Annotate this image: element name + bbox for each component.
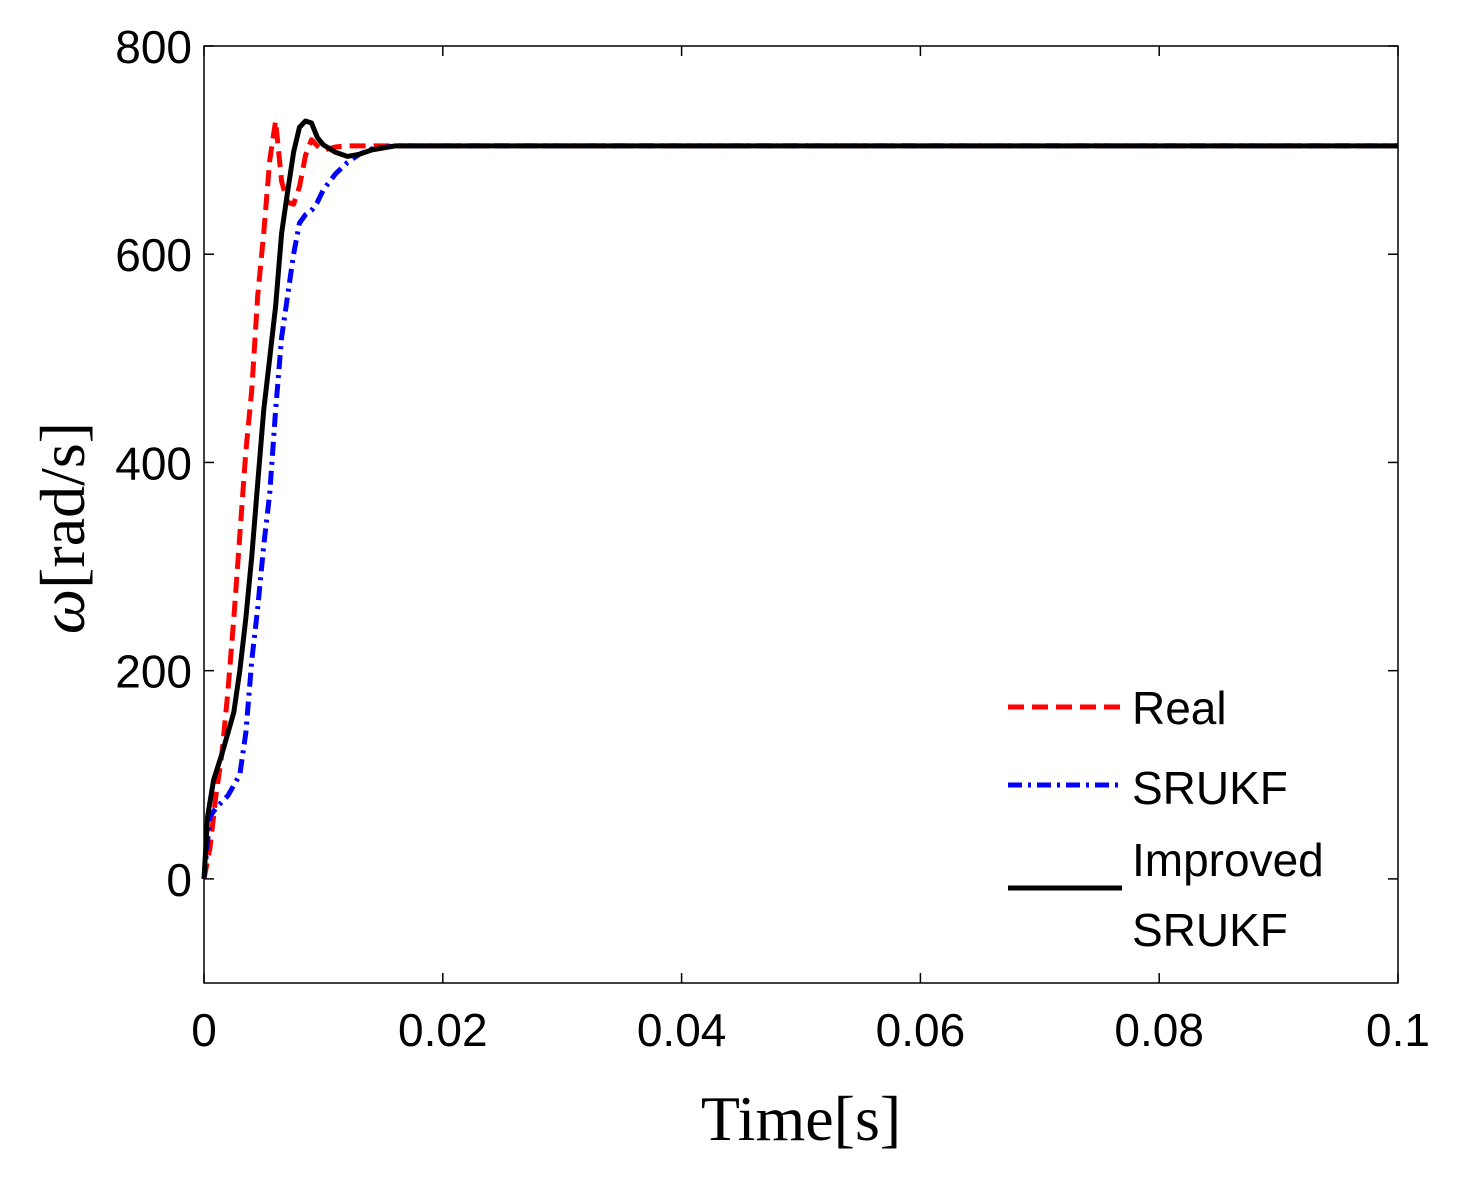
plot-frame [203,45,1399,984]
series-line-srukf [201,143,1398,880]
x-axis-title: Time[s] [701,1083,901,1154]
x-tick-label: 0.06 [876,1004,966,1056]
y-tick-label: 600 [115,229,192,281]
y-tick-label: 0 [166,854,192,906]
x-tick-label: 0 [191,1004,217,1056]
y-axis-symbol: ω [27,589,98,634]
legend-label-improved-line2: SRUKF [1132,904,1288,956]
series-line-improved-srukf [201,118,1398,880]
y-tick-label: 800 [115,21,192,73]
x-tick-labels: 0 0.02 0.04 0.06 0.08 0.1 [191,1004,1430,1056]
legend: Real SRUKF Improved SRUKF [1008,682,1324,956]
legend-label-real: Real [1132,682,1227,734]
y-axis-unit: [rad/s] [27,422,98,589]
y-tick-labels: 0 200 400 600 800 [115,21,192,906]
x-tick-label: 0.1 [1366,1004,1430,1056]
legend-label-improved-line1: Improved [1132,834,1324,886]
y-axis-title: ω[rad/s] [27,422,98,634]
x-tick-label: 0.02 [398,1004,488,1056]
series-line-real [201,118,1398,880]
x-tick-label: 0.04 [637,1004,727,1056]
y-tick-label: 200 [115,646,192,698]
series-group [201,118,1398,880]
y-tick-label: 400 [115,437,192,489]
legend-label-srukf: SRUKF [1132,762,1288,814]
plot-area [204,46,1398,983]
x-tick-label: 0.08 [1114,1004,1204,1056]
